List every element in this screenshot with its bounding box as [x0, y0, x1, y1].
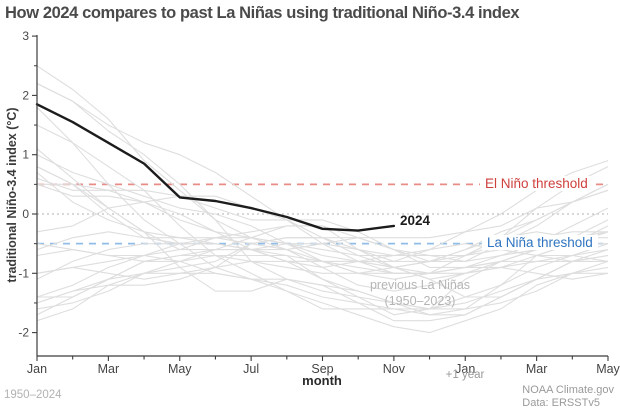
- x-tick-label: May: [168, 362, 192, 376]
- credit-data: Data: ERSSTv5: [522, 396, 600, 409]
- year-range-note: 1950–2024: [4, 389, 62, 401]
- x-tick-label: Nov: [383, 362, 406, 376]
- previous-la-nina-line: [36, 237, 609, 280]
- previous-la-nina-line: [36, 65, 609, 257]
- source-credit: NOAA Climate.gov Data: ERSSTv5: [522, 384, 614, 410]
- credit-noaa: NOAA Climate.gov: [522, 384, 614, 396]
- previous-la-nina-line: [36, 231, 609, 298]
- previous-la-nina-line: [36, 106, 609, 334]
- line-2024: [35, 103, 396, 232]
- y-tick-label: 0: [22, 207, 29, 221]
- la-nina-threshold-label: La Niña threshold: [482, 235, 598, 250]
- x-tick-label: Mar: [526, 362, 548, 376]
- previous-la-ninas-line2: (1950–2023): [384, 293, 456, 308]
- previous-la-nina-line: [36, 254, 609, 316]
- previous-la-nina-line: [36, 124, 609, 310]
- y-axis-label: traditional Niño-3.4 index (°C): [5, 107, 19, 283]
- previous-la-nina-line: [36, 172, 609, 310]
- x-tick-label: Jan: [27, 362, 47, 376]
- previous-la-ninas-line1: previous La Niñas: [369, 278, 471, 292]
- x-tick-label: Jul: [243, 362, 259, 376]
- chart-title: How 2024 compares to past La Niñas using…: [5, 4, 520, 22]
- x-tick-label: Mar: [98, 362, 120, 376]
- y-tick-label: 1: [22, 148, 29, 162]
- y-tick-label: 2: [22, 88, 29, 102]
- previous-la-nina-line: [37, 183, 609, 292]
- x-tick-label: May: [596, 362, 620, 376]
- y-tick-label: 3: [22, 29, 29, 43]
- x-tick-label: Sep: [311, 362, 333, 376]
- x-axis-label: month: [302, 373, 342, 388]
- previous-la-nina-line: [36, 231, 609, 316]
- y-tick-label: -2: [18, 326, 29, 340]
- previous-la-nina-line: [36, 177, 609, 268]
- previous-la-nina-line: [36, 183, 609, 280]
- previous-la-ninas-annotation: previous La Niñas (1950–2023): [330, 278, 510, 309]
- x-tick-label: Jan: [455, 362, 475, 376]
- previous-la-nina-line: [36, 207, 609, 310]
- y-tick-label: -1: [18, 266, 29, 280]
- plus-one-year-note: +1 year: [445, 369, 485, 381]
- el-nino-threshold-label: El Niño threshold: [480, 176, 593, 191]
- previous-la-nina-line: [36, 195, 609, 274]
- series-2024-label: 2024: [400, 213, 431, 228]
